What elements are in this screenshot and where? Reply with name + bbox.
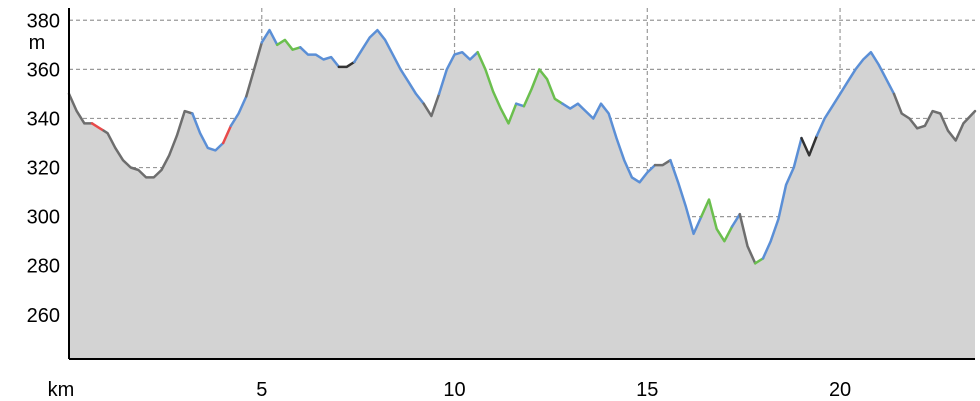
elevation-line-segment [337, 60, 356, 69]
elevation-line-segment [90, 122, 105, 132]
elevation-line-segment [653, 158, 672, 167]
elevation-line-segment [245, 41, 264, 98]
elevation-line-segment [738, 212, 757, 265]
x-tick-label: 15 [636, 379, 658, 401]
y-tick-label: 380 [27, 10, 60, 32]
elevation-line-segment [275, 38, 302, 51]
x-tick-label: 10 [443, 379, 465, 401]
y-tick-label: 320 [27, 158, 60, 180]
elevation-line-segment [700, 198, 734, 243]
elevation-line-segment [260, 28, 279, 47]
elevation-line [67, 28, 977, 265]
elevation-line-segment [561, 102, 657, 184]
x-axis-label: km [48, 379, 75, 401]
elevation-line-segment [892, 92, 977, 142]
elevation-line-segment [753, 257, 765, 265]
y-axis-label: m [29, 32, 46, 54]
y-tick-label: 340 [27, 108, 60, 130]
elevation-line-segment [761, 136, 803, 260]
elevation-line-segment [299, 46, 341, 69]
elevation-line-segment [476, 50, 518, 125]
y-tick-label: 300 [27, 207, 60, 229]
elevation-line-segment [221, 124, 233, 145]
tick-labels: 260 280 300 320 340 360 380 5 10 15 20 [27, 10, 852, 401]
elevation-line-segment [102, 109, 194, 179]
elevation-line-segment [522, 68, 564, 108]
x-tick-label: 20 [829, 379, 851, 401]
elevation-line-segment [67, 92, 94, 125]
elevation-line-segment [422, 92, 441, 118]
elevation-line-segment [815, 50, 896, 137]
elevation-line-segment [191, 112, 225, 152]
elevation-line-segment [514, 102, 526, 108]
y-tick-label: 360 [27, 59, 60, 81]
elevation-line-segment [800, 134, 819, 157]
elevation-line-segment [437, 50, 479, 96]
elevation-line-segment [229, 95, 248, 128]
y-tick-label: 280 [27, 256, 60, 278]
y-tick-label: 260 [27, 305, 60, 327]
x-tick-label: 5 [256, 379, 267, 401]
elevation-line-segment [669, 158, 703, 236]
elevation-line-segment [353, 28, 425, 105]
elevation-area-fill [69, 30, 975, 359]
elevation-line-segment [730, 212, 742, 228]
axes [68, 8, 975, 360]
